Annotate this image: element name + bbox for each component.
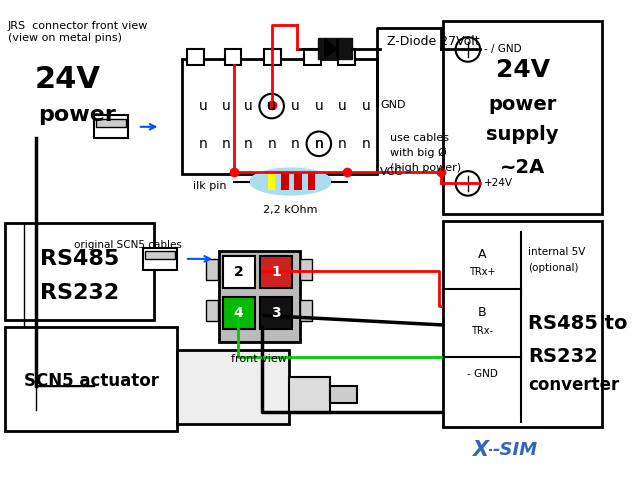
Bar [177, 350, 289, 424]
Text: original SCN5 cables: original SCN5 cables [74, 240, 182, 250]
Bar [223, 256, 255, 288]
Text: X: X [472, 440, 488, 460]
Text: RS232: RS232 [528, 347, 598, 366]
Bar [300, 300, 312, 321]
Bar [260, 297, 292, 329]
Text: u: u [291, 99, 300, 113]
Bar [94, 116, 128, 138]
Text: u: u [268, 99, 276, 113]
Text: supply: supply [486, 125, 559, 144]
Circle shape [456, 37, 480, 62]
Text: n: n [314, 137, 323, 151]
Bar [264, 49, 281, 64]
Bar [338, 49, 355, 64]
Text: n: n [268, 137, 276, 151]
Bar [260, 256, 292, 288]
Text: n: n [314, 137, 323, 151]
Bar [4, 223, 154, 320]
Text: n: n [291, 137, 300, 151]
Text: with big Ø: with big Ø [390, 148, 446, 158]
Text: 3: 3 [271, 306, 281, 320]
Text: 2,2 kOhm: 2,2 kOhm [263, 205, 318, 215]
Bar [223, 297, 255, 329]
Bar [304, 49, 321, 64]
Bar [444, 21, 602, 214]
Text: (view on metal pins): (view on metal pins) [8, 33, 122, 43]
Text: 24V: 24V [35, 65, 101, 94]
Bar [307, 173, 315, 190]
Text: RS485 to: RS485 to [528, 313, 628, 333]
Text: RS232: RS232 [40, 283, 119, 303]
Text: u: u [222, 99, 231, 113]
Circle shape [307, 132, 331, 156]
Text: n: n [244, 137, 252, 151]
Text: u: u [198, 99, 207, 113]
Bar [318, 38, 352, 59]
Bar [145, 252, 175, 259]
Text: GND: GND [380, 100, 406, 110]
Text: (optional): (optional) [528, 264, 579, 273]
Circle shape [259, 94, 284, 118]
Text: SCN5 actuator: SCN5 actuator [24, 372, 159, 391]
Polygon shape [325, 40, 337, 57]
Text: -SIM: -SIM [492, 441, 538, 459]
Ellipse shape [249, 168, 332, 196]
Text: power: power [38, 106, 116, 125]
Text: u: u [244, 99, 252, 113]
Bar [330, 386, 356, 403]
Text: internal 5V: internal 5V [528, 247, 586, 257]
Text: TRx+: TRx+ [468, 267, 495, 277]
Text: n: n [362, 137, 371, 151]
Text: - / GND: - / GND [484, 45, 522, 54]
Text: 1: 1 [271, 265, 281, 279]
Bar [4, 327, 177, 432]
Text: 24V: 24V [495, 58, 550, 82]
Circle shape [456, 171, 480, 196]
Text: n: n [198, 137, 207, 151]
Text: n: n [222, 137, 231, 151]
Text: B: B [477, 306, 486, 319]
Bar [225, 49, 241, 64]
Text: n: n [338, 137, 347, 151]
Bar [289, 377, 330, 413]
Bar [444, 221, 602, 427]
Text: ilk pin: ilk pin [193, 181, 227, 191]
Text: VCC: VCC [380, 167, 403, 177]
Bar [219, 252, 300, 342]
Text: +24V: +24V [484, 179, 513, 189]
Text: 4: 4 [234, 306, 244, 320]
Bar [294, 173, 302, 190]
Bar [187, 49, 204, 64]
Text: front view: front view [232, 354, 287, 364]
Bar [281, 173, 289, 190]
Text: TRx-: TRx- [471, 325, 493, 336]
Bar [205, 300, 218, 321]
Bar [205, 259, 218, 280]
Text: 2: 2 [234, 265, 244, 279]
Text: u: u [314, 99, 323, 113]
Text: u: u [268, 99, 276, 113]
Bar [268, 173, 275, 190]
Text: converter: converter [528, 376, 620, 394]
Bar [300, 259, 312, 280]
Text: (high power): (high power) [390, 163, 461, 173]
Bar [143, 248, 177, 270]
Text: u: u [362, 99, 371, 113]
Text: power: power [488, 95, 557, 114]
Text: - GND: - GND [467, 369, 497, 379]
Text: ~2A: ~2A [500, 158, 545, 177]
Text: RS485: RS485 [40, 249, 119, 269]
Bar [182, 59, 378, 174]
Text: Z-Diode 27Volt: Z-Diode 27Volt [387, 36, 479, 48]
Text: A: A [478, 248, 486, 261]
Text: JRS  connector front view: JRS connector front view [8, 21, 148, 31]
Text: use cables: use cables [390, 133, 449, 143]
Bar [96, 119, 126, 127]
Text: u: u [338, 99, 347, 113]
